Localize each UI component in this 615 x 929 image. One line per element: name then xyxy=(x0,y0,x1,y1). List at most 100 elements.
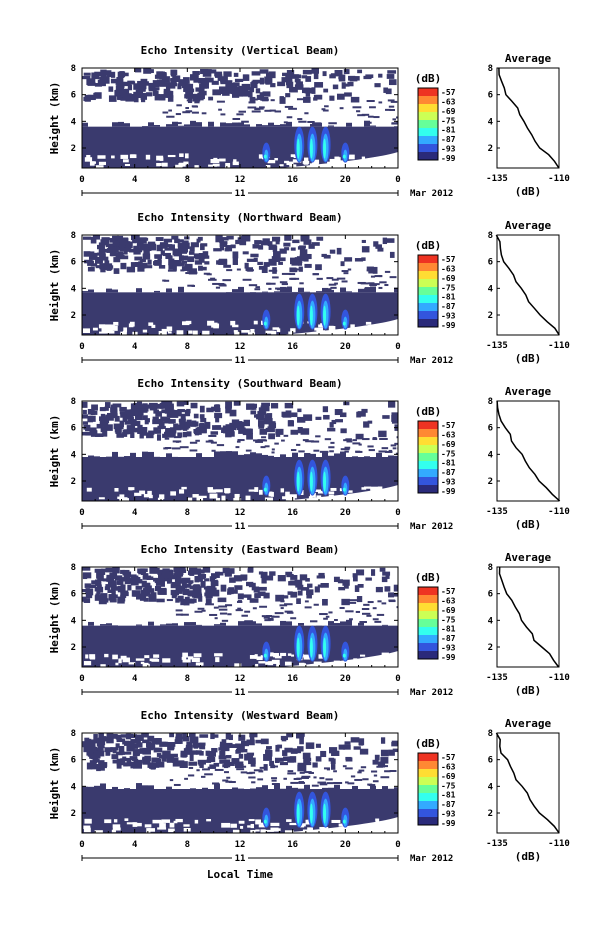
noise-cell xyxy=(171,757,179,763)
convective-peak xyxy=(342,154,346,159)
gap-cell xyxy=(212,163,220,167)
noise-cell xyxy=(184,236,190,240)
noise-cell xyxy=(130,419,137,426)
mid-cell xyxy=(240,771,248,774)
noise-cell xyxy=(359,748,369,755)
x-tick-label: 20 xyxy=(340,840,351,850)
average-title: Average xyxy=(505,52,552,65)
noise-cell xyxy=(275,433,281,437)
x-tick-label: 0 xyxy=(395,342,400,352)
clear-region xyxy=(279,152,398,168)
noise-cell xyxy=(217,597,227,603)
date-month-year: Mar 2012 xyxy=(410,522,453,532)
noise-cell xyxy=(183,401,189,405)
noise-cell xyxy=(151,738,159,745)
noise-cell xyxy=(391,742,398,747)
noise-cell xyxy=(105,414,114,421)
noise-cell xyxy=(159,73,167,80)
layer-edge-cell xyxy=(148,122,154,127)
noise-cell xyxy=(94,595,101,601)
mid-cell xyxy=(189,441,198,444)
mid-cell xyxy=(288,107,297,110)
layer-edge-cell xyxy=(112,289,118,293)
noise-cell xyxy=(158,574,165,582)
noise-cell xyxy=(161,76,170,83)
noise-cell xyxy=(300,235,310,242)
mid-cell xyxy=(341,270,349,273)
layer-edge-cell xyxy=(364,288,370,293)
gap-cell xyxy=(290,328,296,333)
noise-cell xyxy=(172,76,179,82)
mid-cell xyxy=(377,600,382,603)
layer-edge-cell xyxy=(238,122,244,127)
noise-cell xyxy=(154,254,162,259)
avg-y-tick-label: 8 xyxy=(488,231,493,241)
mid-cell xyxy=(388,105,395,108)
mid-cell xyxy=(214,768,224,771)
mid-cell xyxy=(270,99,275,102)
noise-cell xyxy=(391,412,398,419)
gap-cell xyxy=(215,497,221,501)
mid-cell xyxy=(226,776,231,779)
colorbar-segment xyxy=(418,303,438,312)
noise-cell xyxy=(165,244,173,248)
layer-edge-cell xyxy=(130,452,136,457)
gap-cell xyxy=(179,153,184,157)
layer-edge-cell xyxy=(196,122,202,127)
noise-cell xyxy=(148,82,156,90)
noise-cell xyxy=(126,759,132,767)
gap-cell xyxy=(147,490,152,496)
y-tick-label: 6 xyxy=(71,424,76,434)
layer-edge-cell xyxy=(178,286,184,293)
noise-cell xyxy=(219,759,225,764)
noise-cell xyxy=(105,402,111,409)
gap-cell xyxy=(276,328,281,332)
noise-cell xyxy=(263,753,272,761)
mid-cell xyxy=(374,620,382,623)
noise-cell xyxy=(205,750,210,756)
noise-cell xyxy=(100,413,106,420)
layer-edge-cell xyxy=(238,621,244,626)
gap-cell xyxy=(157,827,167,830)
gap-cell xyxy=(145,154,151,160)
noise-cell xyxy=(112,403,122,408)
noise-cell xyxy=(185,90,191,96)
noise-cell xyxy=(138,262,148,266)
noise-cell xyxy=(361,239,366,243)
date-day: 11 xyxy=(235,356,246,366)
mid-cell xyxy=(266,615,273,618)
noise-cell xyxy=(290,429,299,435)
noise-cell xyxy=(148,594,156,598)
mid-cell xyxy=(362,778,369,781)
mid-cell xyxy=(226,269,233,272)
noise-cell xyxy=(82,431,91,436)
noise-cell xyxy=(219,246,225,251)
layer-edge-cell xyxy=(100,624,106,626)
noise-cell xyxy=(109,572,117,580)
noise-cell xyxy=(116,763,122,769)
colorbar-segment xyxy=(418,128,438,137)
noise-cell xyxy=(197,428,202,435)
noise-cell xyxy=(157,569,165,575)
mid-cell xyxy=(334,282,338,285)
noise-cell xyxy=(173,567,182,573)
layer-edge-cell xyxy=(298,287,304,293)
noise-cell xyxy=(388,79,397,86)
layer-edge-cell xyxy=(196,453,202,457)
noise-cell xyxy=(188,733,196,738)
noise-cell xyxy=(165,255,173,259)
y-tick-label: 8 xyxy=(71,563,76,573)
noise-cell xyxy=(219,242,228,247)
noise-cell xyxy=(90,741,96,747)
mid-cell xyxy=(271,779,277,782)
noise-cell xyxy=(182,431,188,438)
noise-cell xyxy=(110,250,116,257)
noise-cell xyxy=(176,401,185,407)
noise-cell xyxy=(105,424,113,431)
noise-cell xyxy=(182,733,187,740)
layer-edge-cell xyxy=(232,787,238,789)
layer-edge-cell xyxy=(88,621,94,626)
date-month-year: Mar 2012 xyxy=(410,854,453,864)
noise-cell xyxy=(305,578,310,582)
gap-cell xyxy=(120,331,127,335)
